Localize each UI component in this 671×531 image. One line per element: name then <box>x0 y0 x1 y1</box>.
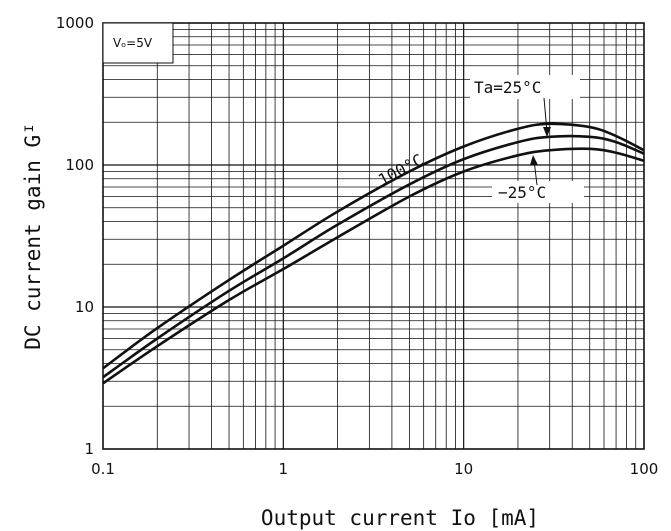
condition-box <box>102 22 174 64</box>
x-tick-label: 10 <box>454 460 473 478</box>
ta-arrow-head <box>543 127 551 137</box>
x-tick-label: 0.1 <box>91 460 115 478</box>
ta-label-bg <box>470 75 580 99</box>
condition-label: Vₒ=5V <box>113 36 153 50</box>
plot-frame <box>102 22 645 450</box>
cold-label: −25°C <box>498 183 546 202</box>
x-tick-label: 1 <box>279 460 289 478</box>
x-tick-label: 100 <box>630 460 659 478</box>
hot-label: 100°C <box>375 150 426 189</box>
series-group <box>102 122 645 385</box>
cold-arrow-head <box>530 155 538 165</box>
series-line-2 <box>102 147 645 385</box>
y-tick-label: 100 <box>65 156 94 174</box>
series-line-1 <box>102 134 645 379</box>
cold-label-bg <box>492 181 584 203</box>
x-tick-labels: 0.1 1 10 100 <box>91 460 658 478</box>
y-tick-labels: 1 10 100 1000 <box>56 14 94 458</box>
y-axis-title: DC current gain Gᴵ <box>21 122 45 350</box>
series-line-0 <box>102 122 645 370</box>
ta-arrow-line <box>543 97 548 133</box>
y-tick-label: 1000 <box>56 14 94 32</box>
y-tick-label: 1 <box>84 440 94 458</box>
y-tick-label: 10 <box>75 298 94 316</box>
x-axis-title: Output current Io [mA] <box>261 506 539 530</box>
ta-label: Ta=25°C <box>474 78 541 97</box>
